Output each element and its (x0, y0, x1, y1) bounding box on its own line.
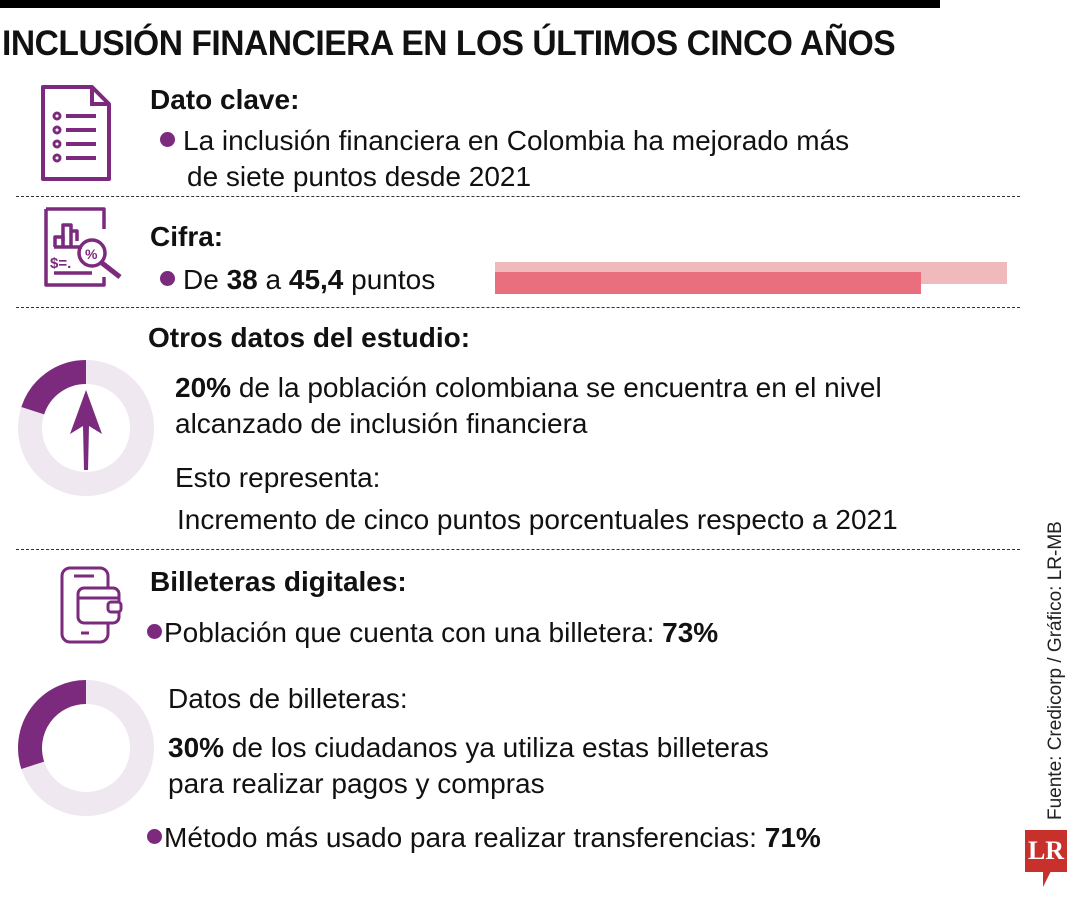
lr-logo: LR (1025, 830, 1067, 872)
up-arrow-icon (70, 390, 102, 470)
datos-billeteras-text-2: para realizar pagos y compras (168, 768, 545, 799)
billeteras-text: Población que cuenta con una billetera: … (147, 615, 718, 651)
source-credit: Fuente: Credicorp / Gráfico: LR-MB (1045, 521, 1066, 820)
metodo-text: Método más usado para realizar transfere… (147, 820, 821, 856)
cifra-text: De 38 a 45,4 puntos (160, 262, 435, 298)
bullet-icon (160, 132, 175, 148)
bullet-icon (147, 829, 162, 845)
dato-clave-text-2: de siete puntos desde 2021 (187, 161, 532, 192)
divider (16, 307, 1020, 308)
billeteras-heading: Billeteras digitales: (150, 566, 407, 597)
datos-billeteras-heading: Datos de billeteras: (168, 683, 408, 714)
top-rule (0, 0, 940, 8)
phone-wallet-icon (60, 566, 123, 644)
divider (16, 549, 1020, 550)
dato-clave-heading: Dato clave: (150, 84, 300, 115)
svg-text:$=.: $=. (50, 255, 71, 272)
otros-text-2: alcanzado de inclusión financiera (175, 408, 588, 439)
otros-text: 20% de la población colombiana se encuen… (175, 372, 882, 403)
esto-representa-heading: Esto representa: (175, 462, 381, 493)
bullet-icon (147, 624, 162, 640)
donut-chart-30 (18, 680, 154, 816)
datos-billeteras-text: 30% de los ciudadanos ya utiliza estas b… (168, 732, 769, 763)
dato-clave-text: La inclusión financiera en Colombia ha m… (160, 123, 849, 159)
donut-segment (21, 360, 87, 415)
donut-chart-20 (18, 360, 154, 496)
donut-segment (18, 680, 87, 770)
chart-magnifier-percent-icon: % $=. (44, 207, 122, 287)
cifra-heading: Cifra: (150, 221, 224, 252)
bar-value-2021 (495, 272, 921, 294)
bullet-icon (160, 271, 175, 287)
document-list-icon (41, 85, 111, 181)
svg-text:%: % (85, 246, 98, 262)
esto-representa-text: Incremento de cinco puntos porcentuales … (177, 504, 898, 535)
otros-heading: Otros datos del estudio: (148, 322, 471, 353)
page-title: INCLUSIÓN FINANCIERA EN LOS ÚLTIMOS CINC… (2, 24, 896, 63)
divider (16, 196, 1020, 197)
lr-logo-tail (1043, 871, 1051, 887)
